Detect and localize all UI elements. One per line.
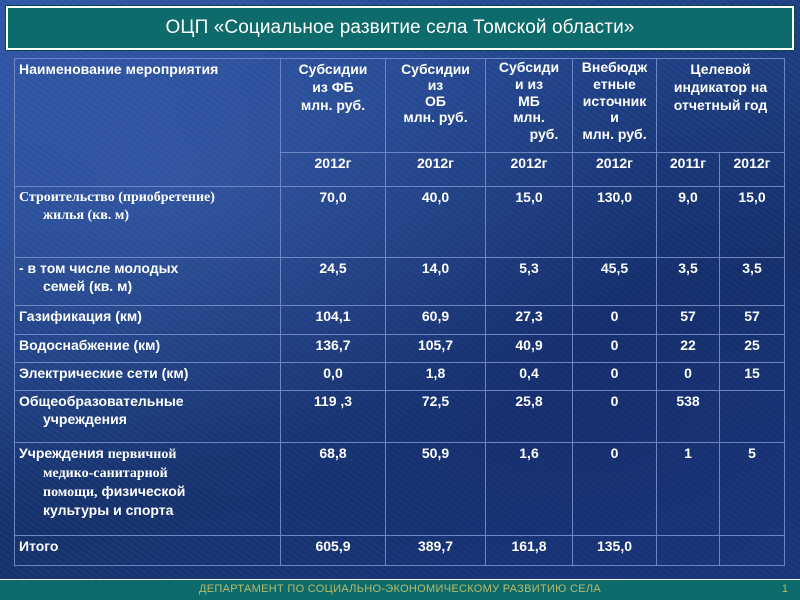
cell-fb: 119 ,3 xyxy=(280,390,386,444)
cell-mb: 27,3 xyxy=(485,304,573,336)
cell-ob: 50,9 xyxy=(385,442,486,536)
row-name: Электрические сети (км) xyxy=(14,362,281,392)
table-row: Строительство (приобретение) жилья (кв. … xyxy=(14,186,785,258)
header-mb-subsidy: Субсиди и из МБ млн. руб. xyxy=(485,57,573,154)
cell-ob: 60,9 xyxy=(385,304,486,336)
cell-target-2011: 1 xyxy=(656,442,720,536)
cell-mb: 1,6 xyxy=(485,442,573,536)
cell-ob: 14,0 xyxy=(385,256,486,306)
footer-bar: ДЕПАРТАМЕНТ ПО СОЦИАЛЬНО-ЭКОНОМИЧЕСКОМУ … xyxy=(0,579,800,600)
cell-vb: 45,5 xyxy=(572,256,657,306)
header-target-indicator: Целевой индикатор на отчетный год xyxy=(656,57,785,154)
cell-vb: 0 xyxy=(572,362,657,392)
row-name: Газификация (км) xyxy=(14,304,281,336)
slide-title-bar: ОЦП «Социальное развитие села Томской об… xyxy=(6,6,794,50)
cell-fb: 0,0 xyxy=(280,362,386,392)
row-name: Строительство (приобретение) жилья (кв. … xyxy=(14,186,281,258)
cell-fb: 24,5 xyxy=(280,256,386,306)
table-row: Общеобразовательные учреждения 119 ,3 72… xyxy=(14,390,785,444)
cell-target-2012: 15,0 xyxy=(719,186,785,258)
cell-target-2011: 22 xyxy=(656,334,720,364)
cell-vb: 135,0 xyxy=(572,534,657,567)
year-cell: 2012г xyxy=(485,152,573,188)
year-cell: 2011г xyxy=(656,152,720,188)
table-row: Электрические сети (км) 0,0 1,8 0,4 0 0 … xyxy=(14,362,785,392)
cell-vb: 0 xyxy=(572,390,657,444)
cell-target-2012: 3,5 xyxy=(719,256,785,306)
row-name: Водоснабжение (км) xyxy=(14,334,281,364)
cell-ob: 389,7 xyxy=(385,534,486,567)
cell-fb: 104,1 xyxy=(280,304,386,336)
table-row: - в том числе молодых семей (кв. м) 24,5… xyxy=(14,256,785,306)
cell-target-2011: 0 xyxy=(656,362,720,392)
row-name: - в том числе молодых семей (кв. м) xyxy=(14,256,281,306)
cell-fb: 70,0 xyxy=(280,186,386,258)
cell-mb: 15,0 xyxy=(485,186,573,258)
cell-fb: 68,8 xyxy=(280,442,386,536)
cell-target-2012: 25 xyxy=(719,334,785,364)
table-row: Газификация (км) 104,1 60,9 27,3 0 57 57 xyxy=(14,304,785,336)
cell-vb: 130,0 xyxy=(572,186,657,258)
cell-vb: 0 xyxy=(572,334,657,364)
year-row: 2012г 2012г 2012г 2012г 2011г 2012г xyxy=(15,152,785,188)
table-row: Учреждения первичной медико-санитарной п… xyxy=(14,442,785,536)
cell-mb: 0,4 xyxy=(485,362,573,392)
cell-ob: 72,5 xyxy=(385,390,486,444)
cell-mb: 25,8 xyxy=(485,390,573,444)
cell-target-2011 xyxy=(656,534,720,567)
cell-target-2011: 538 xyxy=(656,390,720,444)
year-cell: 2012г xyxy=(719,152,785,188)
cell-mb: 40,9 xyxy=(485,334,573,364)
cell-target-2012 xyxy=(719,534,785,567)
cell-target-2011: 9,0 xyxy=(656,186,720,258)
header-ob-subsidy: Субсидии из ОБ млн. руб. xyxy=(385,57,486,154)
header-fb-subsidy: Субсидии из ФБ млн. руб. xyxy=(280,57,386,154)
row-name: Учреждения первичной медико-санитарной п… xyxy=(14,442,281,536)
cell-fb: 136,7 xyxy=(280,334,386,364)
cell-target-2012 xyxy=(719,390,785,444)
footer-department: ДЕПАРТАМЕНТ ПО СОЦИАЛЬНО-ЭКОНОМИЧЕСКОМУ … xyxy=(199,583,601,595)
cell-ob: 105,7 xyxy=(385,334,486,364)
cell-ob: 40,0 xyxy=(385,186,486,258)
cell-mb: 5,3 xyxy=(485,256,573,306)
year-cell: 2012г xyxy=(280,152,386,188)
cell-target-2012: 5 xyxy=(719,442,785,536)
total-row: Итого 605,9 389,7 161,8 135,0 xyxy=(14,534,785,567)
cell-target-2012: 15 xyxy=(719,362,785,392)
year-cell: 2012г xyxy=(572,152,657,188)
row-name: Общеобразовательные учреждения xyxy=(14,390,281,444)
cell-mb: 161,8 xyxy=(485,534,573,567)
slide-title: ОЦП «Социальное развитие села Томской об… xyxy=(165,17,635,38)
program-table: Наименование мероприятия Субсидии из ФБ … xyxy=(14,57,785,567)
cell-vb: 0 xyxy=(572,442,657,536)
header-activity-name: Наименование мероприятия xyxy=(14,57,281,188)
cell-vb: 0 xyxy=(572,304,657,336)
cell-target-2011: 57 xyxy=(656,304,720,336)
year-cell: 2012г xyxy=(385,152,486,188)
page-number: 1 xyxy=(781,583,788,595)
cell-fb: 605,9 xyxy=(280,534,386,567)
header-row: Наименование мероприятия Субсидии из ФБ … xyxy=(14,57,785,188)
header-extrabudget: Внебюдж етные источник и млн. руб. xyxy=(572,57,657,154)
table-row: Водоснабжение (км) 136,7 105,7 40,9 0 22… xyxy=(14,334,785,364)
cell-target-2012: 57 xyxy=(719,304,785,336)
row-name-total: Итого xyxy=(14,534,281,567)
cell-ob: 1,8 xyxy=(385,362,486,392)
cell-target-2011: 3,5 xyxy=(656,256,720,306)
